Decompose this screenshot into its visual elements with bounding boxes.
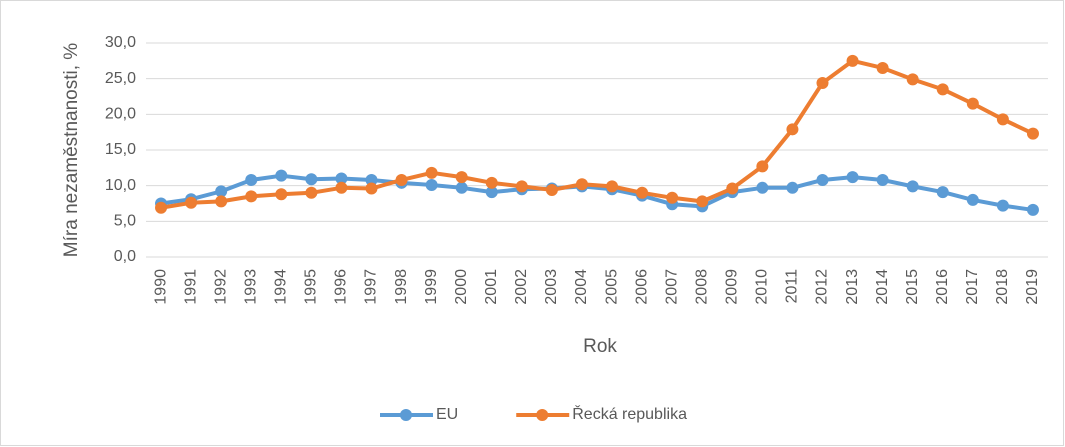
x-axis-title: Rok: [583, 336, 617, 357]
data-point: [575, 178, 588, 191]
data-point: [485, 186, 498, 199]
data-point: [485, 176, 498, 189]
data-point: [275, 169, 288, 182]
x-tick-label: 2011: [784, 269, 801, 304]
data-point: [335, 172, 348, 185]
x-tick-label: 1990: [152, 269, 169, 305]
data-point: [545, 183, 558, 196]
data-point: [155, 201, 168, 214]
data-point: [245, 190, 258, 203]
x-tick-label: 2006: [633, 269, 650, 305]
data-point: [756, 160, 769, 173]
data-point: [215, 195, 228, 208]
y-tick-label: 0,0: [114, 248, 136, 265]
legend-marker: [400, 409, 412, 421]
data-point: [1026, 127, 1039, 140]
x-tick-label: 2001: [483, 269, 500, 305]
x-tick-label: 1993: [242, 269, 259, 305]
data-point: [666, 191, 679, 204]
data-point: [275, 188, 288, 201]
data-point: [786, 123, 799, 136]
legend-marker: [536, 409, 549, 421]
data-point: [936, 83, 949, 96]
data-point: [365, 173, 378, 186]
data-point: [966, 97, 979, 110]
data-point: [515, 180, 528, 193]
data-point: [936, 186, 949, 199]
data-point: [245, 173, 258, 186]
x-tick-label: 2012: [814, 269, 831, 305]
x-tick-label: 2003: [543, 269, 560, 305]
x-tick-label: 2017: [964, 269, 981, 305]
data-point: [906, 73, 919, 86]
x-tick-label: 2015: [904, 269, 921, 305]
data-point: [966, 193, 979, 206]
x-tick-label: 1995: [303, 269, 320, 305]
y-tick-label: 20,0: [105, 106, 136, 123]
data-point: [906, 180, 919, 193]
data-point: [395, 173, 408, 186]
data-point: [1026, 203, 1039, 216]
data-point: [726, 182, 739, 195]
data-point: [816, 76, 829, 89]
y-tick-label: 5,0: [114, 213, 136, 230]
x-tick-label: 1997: [363, 269, 380, 305]
x-tick-label: 2007: [663, 269, 680, 305]
data-point: [606, 180, 619, 193]
x-tick-label: 1992: [212, 269, 229, 305]
x-tick-label: 2016: [934, 269, 951, 305]
y-tick-label: 25,0: [105, 70, 136, 87]
x-tick-label: 2019: [1024, 269, 1041, 305]
data-point: [365, 182, 378, 195]
x-tick-label: 1999: [423, 269, 440, 305]
data-point: [996, 113, 1009, 126]
data-point: [215, 185, 228, 198]
data-point: [636, 186, 649, 199]
x-tick-label: 2004: [573, 269, 590, 305]
x-tick-label: 1991: [182, 269, 199, 305]
data-point: [185, 196, 198, 209]
x-tick-label: 2014: [874, 269, 891, 305]
data-point: [425, 178, 438, 191]
data-point: [846, 171, 859, 184]
data-point: [786, 181, 799, 194]
x-tick-label: 2005: [603, 269, 620, 305]
x-tick-label: 2013: [844, 269, 861, 305]
x-tick-label: 2000: [453, 269, 470, 305]
y-tick-label: 15,0: [105, 141, 136, 158]
data-point: [335, 181, 348, 194]
data-point: [455, 181, 468, 194]
data-point: [455, 171, 468, 184]
legend-label: Řecká republika: [572, 404, 687, 423]
data-point: [305, 173, 318, 186]
x-tick-label: 1998: [393, 269, 410, 305]
data-point: [846, 54, 859, 67]
legend-label: EU: [436, 406, 458, 423]
y-axis-title: Míra nezaměstnanosti, %: [61, 43, 82, 257]
x-tick-label: 1996: [333, 269, 350, 305]
x-tick-label: 1994: [273, 269, 290, 305]
data-point: [876, 61, 889, 74]
data-point: [305, 186, 318, 199]
x-tick-label: 2009: [724, 269, 741, 305]
data-point: [756, 181, 769, 194]
data-point: [996, 199, 1009, 212]
data-point: [425, 166, 438, 179]
x-tick-label: 2002: [513, 269, 530, 305]
data-point: [696, 195, 709, 208]
data-point: [876, 173, 889, 186]
x-tick-label: 2018: [994, 269, 1011, 305]
x-tick-label: 2008: [693, 269, 710, 305]
data-point: [816, 173, 829, 186]
y-tick-label: 30,0: [105, 34, 136, 51]
y-tick-label: 10,0: [105, 177, 136, 194]
x-tick-label: 2010: [754, 269, 771, 305]
